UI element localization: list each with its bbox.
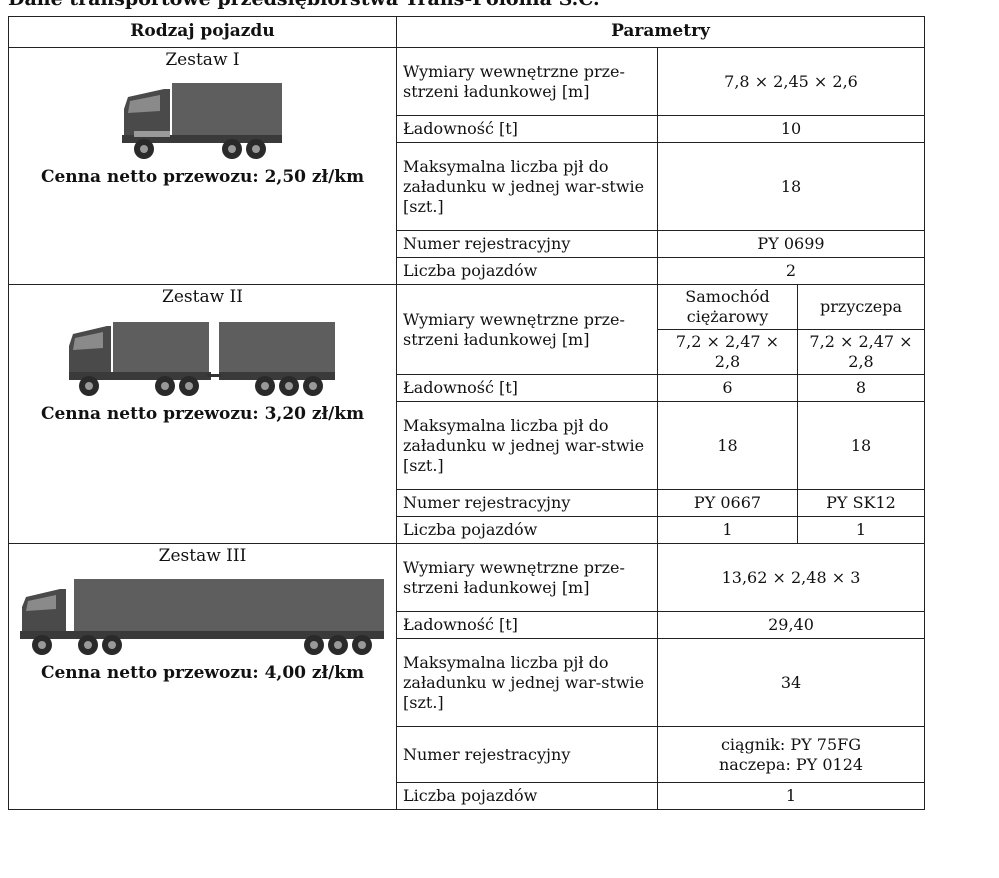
param-value: 29,40 bbox=[657, 611, 925, 639]
param-label: Numer rejestracyjny bbox=[396, 726, 658, 783]
table-row: Ładowność [t] 29,40 bbox=[9, 611, 925, 639]
param-label: Wymiary wewnętrzne prze-strzeni ładunkow… bbox=[396, 543, 658, 612]
param-value: 18 bbox=[797, 401, 925, 490]
param-value: 8 bbox=[797, 374, 925, 402]
param-value: 18 bbox=[657, 142, 925, 231]
header-row: Rodzaj pojazdu Parametry bbox=[8, 16, 925, 48]
box-truck-icon bbox=[121, 83, 282, 160]
param-value: PY SK12 bbox=[797, 489, 925, 517]
param-value: 7,8 × 2,45 × 2,6 bbox=[657, 47, 925, 116]
page-title: Dane transportowe przedsiębiorstwa Trans… bbox=[8, 0, 600, 10]
param-value: 7,2 × 2,47 × 2,8 bbox=[797, 329, 925, 375]
table-row: Liczba pojazdów 2 bbox=[9, 257, 925, 285]
param-value: PY 0699 bbox=[657, 230, 925, 258]
table-row: Numer rejestracyjny ciągnik: PY 75FG nac… bbox=[9, 726, 925, 783]
price-label: Cenna netto przewozu: 2,50 zł/km bbox=[40, 167, 365, 188]
param-label: Numer rejestracyjny bbox=[396, 489, 658, 517]
param-value: 10 bbox=[657, 115, 925, 143]
subheader-trailer: przyczepa bbox=[797, 284, 925, 330]
price-label: Cenna netto przewozu: 4,00 zł/km bbox=[40, 663, 365, 684]
header-params: Parametry bbox=[396, 16, 925, 48]
param-value: 1 bbox=[657, 516, 798, 544]
param-value: 1 bbox=[797, 516, 925, 544]
truck-with-trailer-icon bbox=[68, 322, 335, 397]
registration-values: ciągnik: PY 75FG naczepa: PY 0124 bbox=[657, 726, 925, 783]
param-label: Ładowność [t] bbox=[396, 115, 658, 143]
param-label: Liczba pojazdów bbox=[396, 782, 658, 810]
subheader-truck: Samochód ciężarowy bbox=[657, 284, 798, 330]
param-value: 34 bbox=[657, 638, 925, 727]
param-label: Maksymalna liczba pjł do załadunku w jed… bbox=[396, 142, 658, 231]
param-label: Liczba pojazdów bbox=[396, 257, 658, 285]
param-label: Numer rejestracyjny bbox=[396, 230, 658, 258]
registration-semitrailer: naczepa: PY 0124 bbox=[718, 754, 864, 774]
table-row: Maksymalna liczba pjł do załadunku w jed… bbox=[9, 638, 925, 727]
param-value: 7,2 × 2,47 × 2,8 bbox=[657, 329, 798, 375]
table-row: Maksymalna liczba pjł do załadunku w jed… bbox=[9, 401, 925, 490]
set-name: Zestaw I bbox=[165, 50, 240, 70]
vehicle-cell-set-3: Zestaw III Cenna netto przewozu: 4,00 zł… bbox=[8, 543, 397, 810]
param-value: 6 bbox=[657, 374, 798, 402]
param-value: 18 bbox=[657, 401, 798, 490]
param-value: 13,62 × 2,48 × 3 bbox=[657, 543, 925, 612]
table-row: Zestaw I Cenna netto przewozu: 2,50 zł/k… bbox=[8, 47, 925, 285]
param-label: Wymiary wewnętrzne prze-strzeni ładunkow… bbox=[396, 47, 658, 116]
table-row: Ładowność [t] 6 8 bbox=[9, 374, 925, 402]
vehicle-cell-set-1: Zestaw I Cenna netto przewozu: 2,50 zł/k… bbox=[8, 47, 397, 285]
header-vehicle: Rodzaj pojazdu bbox=[8, 16, 397, 48]
table-row: Ładowność [t] 10 bbox=[9, 115, 925, 143]
tractor-semitrailer-icon bbox=[19, 579, 384, 656]
param-label: Liczba pojazdów bbox=[396, 516, 658, 544]
param-label: Ładowność [t] bbox=[396, 611, 658, 639]
param-label: Wymiary wewnętrzne prze-strzeni ładunkow… bbox=[396, 284, 658, 375]
registration-tractor: ciągnik: PY 75FG bbox=[720, 734, 862, 754]
param-label: Maksymalna liczba pjł do załadunku w jed… bbox=[396, 401, 658, 490]
table-row: Maksymalna liczba pjł do załadunku w jed… bbox=[9, 142, 925, 231]
param-value: 2 bbox=[657, 257, 925, 285]
set-name: Zestaw III bbox=[158, 546, 247, 566]
table-row: Numer rejestracyjny PY 0667 PY SK12 bbox=[9, 489, 925, 517]
param-label: Maksymalna liczba pjł do załadunku w jed… bbox=[396, 638, 658, 727]
price-label: Cenna netto przewozu: 3,20 zł/km bbox=[40, 404, 365, 425]
set-name: Zestaw II bbox=[162, 287, 243, 307]
table-row: Liczba pojazdów 1 bbox=[9, 782, 925, 810]
fleet-table: Rodzaj pojazdu Parametry Zestaw I Cenna … bbox=[8, 16, 925, 810]
table-row: Zestaw III Cenna netto przewozu: 4,00 zł… bbox=[8, 543, 925, 810]
table-row: Zestaw II Cenna netto przewozu: bbox=[8, 284, 925, 544]
vehicle-cell-set-2: Zestaw II Cenna netto przewozu: bbox=[8, 284, 397, 544]
param-value: 1 bbox=[657, 782, 925, 810]
table-row: Liczba pojazdów 1 1 bbox=[9, 516, 925, 544]
param-label: Ładowność [t] bbox=[396, 374, 658, 402]
param-value: PY 0667 bbox=[657, 489, 798, 517]
